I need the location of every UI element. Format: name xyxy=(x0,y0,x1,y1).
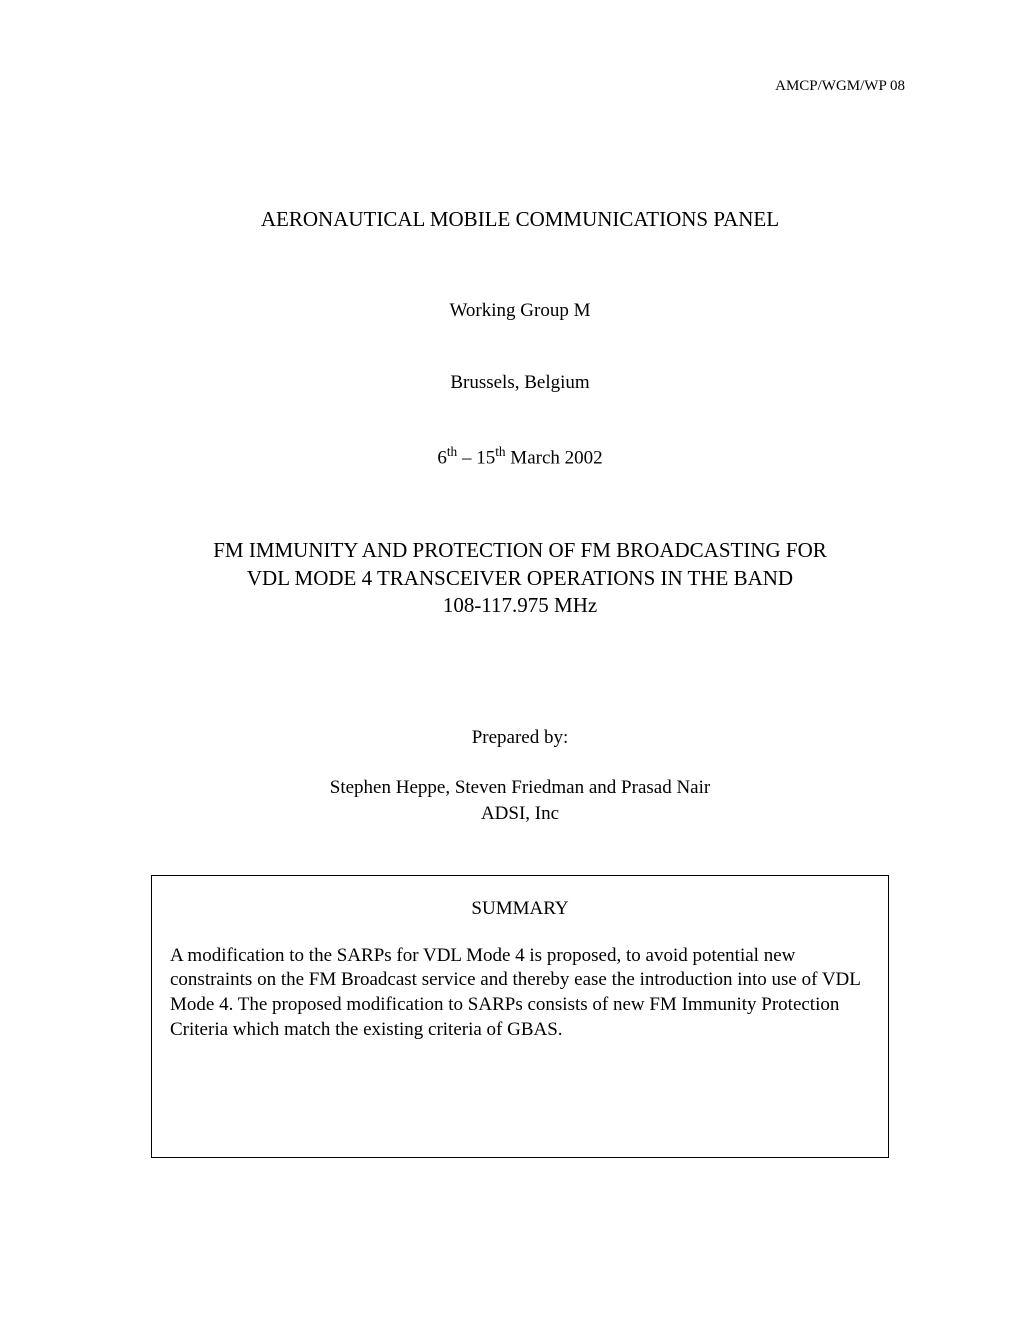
date-rest: March 2002 xyxy=(506,447,603,468)
paper-title: FM IMMUNITY AND PROTECTION OF FM BROADCA… xyxy=(135,537,905,619)
summary-body: A modification to the SARPs for VDL Mode… xyxy=(170,944,870,1043)
date-line: 6th – 15th March 2002 xyxy=(135,444,905,469)
summary-heading: SUMMARY xyxy=(170,898,870,920)
working-group: Working Group M xyxy=(135,300,905,322)
date-separator: – 15 xyxy=(457,447,495,468)
date-first-suffix: th xyxy=(447,444,457,459)
location: Brussels, Belgium xyxy=(135,372,905,394)
paper-title-line3: 108-117.975 MHz xyxy=(135,592,905,619)
document-reference: AMCP/WGM/WP 08 xyxy=(135,78,905,95)
main-title: AERONAUTICAL MOBILE COMMUNICATIONS PANEL xyxy=(135,207,905,232)
paper-title-line2: VDL MODE 4 TRANSCEIVER OPERATIONS IN THE… xyxy=(135,565,905,592)
summary-box: SUMMARY A modification to the SARPs for … xyxy=(151,875,889,1159)
authors-line1: Stephen Heppe, Steven Friedman and Prasa… xyxy=(135,775,905,801)
authors-line2: ADSI, Inc xyxy=(135,801,905,827)
prepared-by-label: Prepared by: xyxy=(135,727,905,749)
date-second-suffix: th xyxy=(495,444,505,459)
authors: Stephen Heppe, Steven Friedman and Prasa… xyxy=(135,775,905,826)
paper-title-line1: FM IMMUNITY AND PROTECTION OF FM BROADCA… xyxy=(135,537,905,564)
date-prefix: 6 xyxy=(437,447,447,468)
